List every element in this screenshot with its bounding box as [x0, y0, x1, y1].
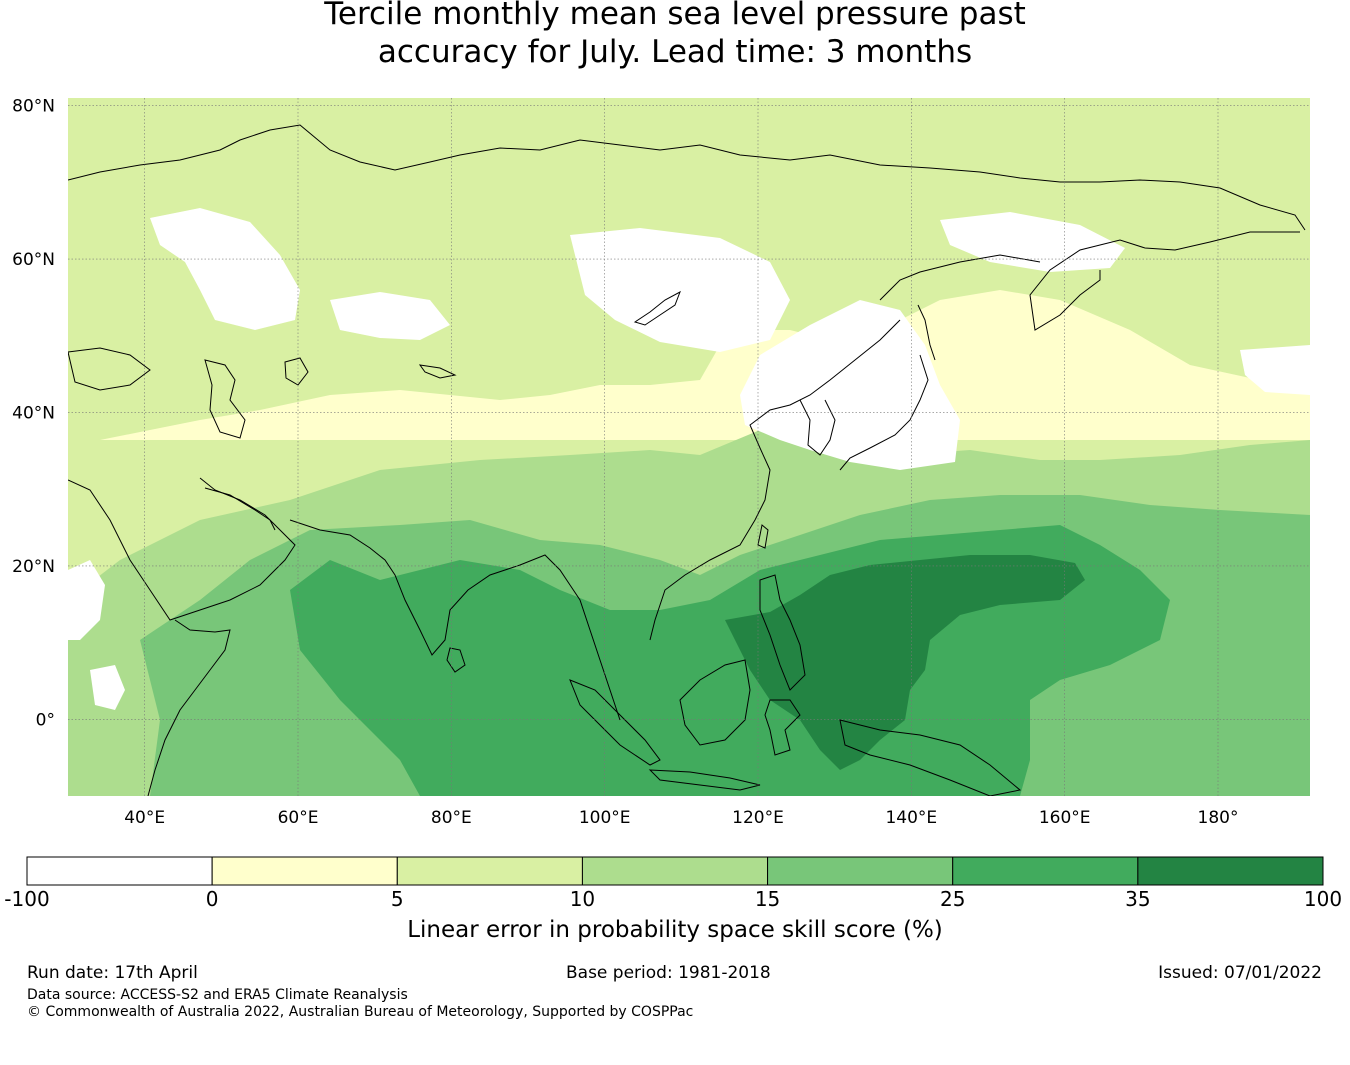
colorbar-tick-label: 25	[939, 887, 966, 911]
latitude-tick-label: 80°N	[12, 97, 55, 117]
coastline-lake-balkhash	[418, 364, 457, 379]
longitude-tick-label: 60°E	[278, 808, 319, 828]
white-patch-arabia-coast	[68, 560, 105, 640]
latitude-tick-label: 20°N	[12, 557, 55, 577]
colorbar-title: Linear error in probability space skill …	[407, 917, 943, 943]
longitude-tick-label: 140°E	[885, 808, 937, 828]
coastline-philippines	[759, 574, 806, 691]
data-source: Data source: ACCESS-S2 and ERA5 Climate …	[27, 987, 408, 1003]
coastline-persian-gulf	[204, 487, 276, 531]
coastline-sulawesi	[764, 699, 801, 756]
white-patch-north-pacific	[1240, 345, 1310, 395]
coastline-east-africa	[147, 619, 231, 796]
latitude-labels: 80°N 60°N 40°N 20°N 0°	[12, 97, 55, 731]
map-plot-area	[68, 98, 1310, 796]
coastline-okhotsk-west	[879, 254, 1041, 301]
colorbar-tick-label: 35	[1125, 887, 1151, 911]
coastline-taiwan	[757, 524, 769, 549]
longitude-tick-label: 100°E	[579, 808, 631, 828]
coastline-arabia	[68, 477, 296, 621]
coastline-borneo	[679, 659, 751, 746]
colorbar-swatch	[396, 856, 583, 886]
colorbar-tick-label: 15	[754, 887, 781, 911]
colorbar-swatches	[26, 856, 1324, 886]
skill-bands	[68, 98, 1310, 796]
map-title-line-2: accuracy for July. Lead time: 3 months	[377, 34, 973, 70]
coastline-sri-lanka	[446, 647, 466, 673]
colorbar-swatch	[952, 856, 1139, 886]
coastline-india-south-asia	[289, 519, 621, 721]
colorbar-swatch	[1137, 856, 1324, 886]
colorbar-tick-label: 10	[569, 887, 596, 911]
coastline-sakhalin	[917, 304, 936, 361]
latitude-tick-label: 60°N	[12, 250, 55, 270]
longitude-tick-label: 80°E	[431, 808, 472, 828]
coastline-lake-baikal	[633, 290, 681, 326]
copyright-notice: © Commonwealth of Australia 2022, Austra…	[27, 1004, 694, 1020]
white-patch-western-russia	[150, 208, 300, 330]
coastline-east-china	[649, 319, 901, 641]
run-date: Run date: 17th April	[27, 963, 198, 983]
coastline-new-guinea	[839, 719, 1022, 796]
coastline-sumatra	[569, 679, 661, 766]
coastline-japan	[839, 354, 929, 471]
issued-date: Issued: 07/01/2022	[1158, 963, 1322, 983]
latitude-tick-label: 40°N	[12, 403, 55, 423]
white-patch-central-asia	[330, 292, 450, 340]
coastline-arctic-russia	[68, 124, 1306, 231]
longitude-tick-label: 160°E	[1039, 808, 1091, 828]
longitude-tick-label: 180°	[1198, 808, 1239, 828]
coastline-java	[648, 769, 761, 791]
white-patch-horn-africa	[90, 665, 125, 710]
gridlines	[68, 98, 1310, 796]
coastline-caspian-sea	[204, 359, 246, 439]
latitude-tick-label: 0°	[36, 710, 55, 730]
colorbar-swatch	[26, 856, 213, 886]
white-patch-korea-japan	[740, 300, 960, 470]
colorbar	[26, 856, 1324, 886]
coastline-korea	[799, 399, 836, 456]
coastlines	[68, 124, 1306, 796]
base-period: Base period: 1981-2018	[566, 963, 771, 983]
longitude-labels: 40°E 60°E 80°E 100°E 120°E 140°E 160°E 180°	[124, 808, 1238, 828]
colorbar-swatch	[211, 856, 398, 886]
coastline-aral-sea	[284, 357, 309, 386]
colorbar-tick-label: 100	[1303, 887, 1343, 911]
colorbar-swatch	[581, 856, 769, 886]
colorbar-tick-label: 0	[205, 887, 219, 911]
longitude-tick-label: 120°E	[732, 808, 784, 828]
coastline-black-sea	[68, 347, 151, 391]
skill-score-map: 40°E 60°E 80°E 100°E 120°E 140°E 160°E 180° 80°…	[12, 97, 1310, 828]
colorbar-tick-label: -100	[4, 887, 50, 911]
coastline-kamchatka-okhotsk	[1029, 231, 1300, 331]
colorbar-tick-label: 5	[390, 887, 404, 911]
colorbar-swatch	[767, 856, 954, 886]
map-title-line-1: Tercile monthly mean sea level pressure …	[324, 0, 1026, 32]
longitude-tick-label: 40°E	[124, 808, 165, 828]
band-35-100	[725, 555, 1085, 770]
